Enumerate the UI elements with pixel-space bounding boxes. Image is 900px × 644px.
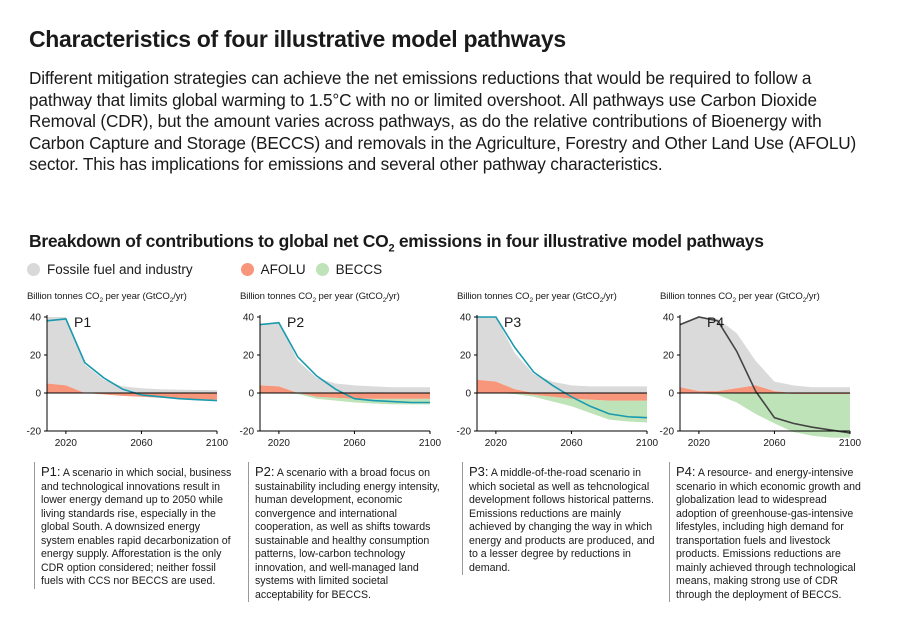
pathway-label: P1 [74,314,91,330]
chart-section-title: Breakdown of contributions to global net… [29,231,764,255]
y-tick-label: 0 [248,389,254,400]
y-axis-title: Billion tonnes CO2 per year (GtCO2/yr) [660,291,820,304]
y-tick-label: 20 [460,351,472,362]
afolu-positive-area [477,379,647,393]
x-tick-label: 2100 [636,438,659,449]
legend-label-fossil: Fossile fuel and industry [47,262,193,277]
chart-svg-p3: 40 20 0 -20 2020 2060 2100 P3 [457,313,659,450]
legend-item-afolu: AFOLU [240,262,306,277]
description-label: P4: [676,464,696,479]
x-tick-label: 2020 [485,438,508,449]
y-tick-label: 20 [30,351,42,362]
y-tick-label: -20 [27,427,42,438]
y-tick-label: 0 [35,389,41,400]
subtitle-post: emissions in four illustrative model pat… [394,231,764,251]
pathway-label: P3 [504,314,521,330]
afolu-negative-area [260,393,430,399]
y-tick-label: 20 [663,351,675,362]
description-label: P2: [255,464,275,479]
y-tick-label: 20 [243,351,255,362]
description-text: A scenario with a broad focus on sustain… [255,467,440,601]
x-tick-label: 2060 [763,438,786,449]
x-tick-label: 2020 [268,438,291,449]
legend-label-beccs: BECCS [335,262,383,277]
net-emissions-line [679,316,851,434]
description-p3: P3: A middle-of-the-road scenario in whi… [462,462,662,575]
y-tick-label: 0 [465,389,471,400]
chart-panel-p3: Billion tonnes CO2 per year (GtCO2/yr) 4… [457,291,659,461]
x-tick-label: 2100 [839,438,862,449]
y-tick-label: -20 [660,427,675,438]
afolu-negative-area [477,393,647,401]
y-tick-label: -20 [240,427,255,438]
x-tick-label: 2060 [343,438,366,449]
y-axis-title: Billion tonnes CO2 per year (GtCO2/yr) [27,291,187,304]
y-tick-label: 40 [243,313,255,324]
x-tick-label: 2020 [688,438,711,449]
description-p1: P1: A scenario in which social, business… [34,462,234,589]
x-tick-label: 2100 [419,438,442,449]
pathway-label: P2 [287,314,304,330]
legend-label-afolu: AFOLU [260,262,306,277]
chart-svg-p2: 40 20 0 -20 2020 2060 2100 P2 [240,313,442,450]
x-tick-label: 2060 [130,438,153,449]
net-emissions-line [46,318,218,402]
y-tick-label: 40 [663,313,675,324]
fossil-area [680,317,850,393]
afolu-positive-area [47,383,217,393]
y-axis-title: Billion tonnes CO2 per year (GtCO2/yr) [240,291,400,304]
y-axis-title: Billion tonnes CO2 per year (GtCO2/yr) [457,291,617,304]
afolu-positive-area [260,385,430,393]
description-p2: P2: A scenario with a broad focus on sus… [248,462,448,602]
subtitle-pre: Breakdown of contributions to global net… [29,231,389,251]
legend: Fossile fuel and industry AFOLU BECCS [27,262,420,277]
y-tick-label: 40 [460,313,472,324]
description-label: P1: [41,464,61,479]
y-tick-label: 40 [30,313,42,324]
chart-panel-p2: Billion tonnes CO2 per year (GtCO2/yr) 4… [240,291,442,461]
description-text: A resource- and energy-intensive scenari… [676,467,861,601]
description-p4: P4: A resource- and energy-intensive sce… [669,462,869,602]
intro-paragraph: Different mitigation strategies can achi… [29,68,857,174]
x-tick-label: 2020 [55,438,78,449]
y-tick-label: -20 [457,427,472,438]
legend-swatch-fossil [27,263,40,276]
y-tick-label: 0 [668,389,674,400]
afolu-positive-area [680,385,850,393]
subtitle-sub: 2 [388,242,395,255]
main-title: Characteristics of four illustrative mod… [29,26,566,52]
chart-panel-p4: Billion tonnes CO2 per year (GtCO2/yr) 4… [660,291,862,461]
fossil-area [260,321,430,393]
net-emissions-line [477,316,648,419]
legend-swatch-beccs [315,263,329,276]
legend-item-beccs: BECCS [315,262,383,277]
x-tick-label: 2060 [560,438,583,449]
fossil-area [47,317,217,393]
chart-svg-p4: 40 20 0 -20 2020 2060 2100 P4 [660,313,862,450]
chart-svg-p1: 40 20 0 -20 2020 2060 2100 P1 [27,313,229,450]
legend-item-fossil: Fossile fuel and industry [27,262,193,277]
description-text: A scenario in which social, business and… [41,467,232,587]
legend-swatch-afolu [240,263,254,276]
pathway-label: P4 [707,314,724,330]
description-text: A middle-of-the-road scenario in which s… [469,467,655,574]
x-tick-label: 2100 [206,438,229,449]
description-label: P3: [469,464,489,479]
fossil-area [477,317,647,393]
chart-panel-p1: Billion tonnes CO2 per year (GtCO2/yr) 4… [27,291,229,461]
net-emissions-line [259,321,430,404]
